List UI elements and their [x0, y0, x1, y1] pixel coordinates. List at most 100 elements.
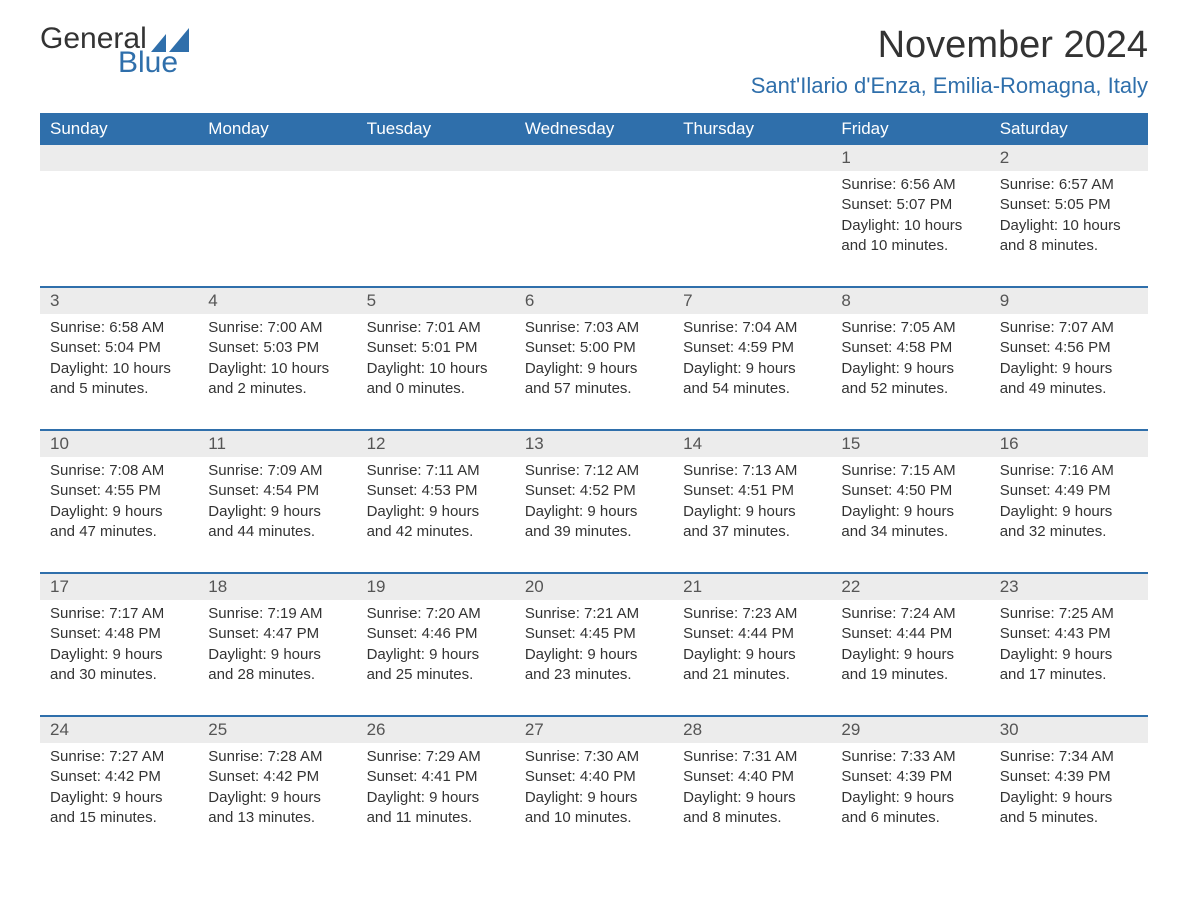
day-daylight2: and 57 minutes.: [525, 379, 663, 399]
day-details: Sunrise: 7:29 AMSunset: 4:41 PMDaylight:…: [357, 743, 515, 858]
day-sunrise: Sunrise: 7:13 AM: [683, 461, 821, 481]
day-sunset: Sunset: 4:40 PM: [525, 767, 663, 787]
day-sunset: Sunset: 4:52 PM: [525, 481, 663, 501]
calendar-week-row: 3Sunrise: 6:58 AMSunset: 5:04 PMDaylight…: [40, 287, 1148, 430]
day-number: 9: [990, 288, 1148, 314]
day-daylight2: and 32 minutes.: [1000, 522, 1138, 542]
day-daylight1: Daylight: 9 hours: [367, 502, 505, 522]
day-daylight1: Daylight: 9 hours: [683, 788, 821, 808]
day-number: 7: [673, 288, 831, 314]
day-daylight2: and 5 minutes.: [1000, 808, 1138, 828]
day-daylight1: Daylight: 9 hours: [841, 645, 979, 665]
calendar-cell: 11Sunrise: 7:09 AMSunset: 4:54 PMDayligh…: [198, 430, 356, 573]
header: General Blue November 2024 Sant'Ilario d…: [40, 24, 1148, 99]
calendar-cell: 24Sunrise: 7:27 AMSunset: 4:42 PMDayligh…: [40, 716, 198, 858]
day-sunrise: Sunrise: 7:17 AM: [50, 604, 188, 624]
day-number: 22: [831, 574, 989, 600]
day-daylight1: Daylight: 9 hours: [1000, 502, 1138, 522]
day-number: 13: [515, 431, 673, 457]
day-sunrise: Sunrise: 7:25 AM: [1000, 604, 1138, 624]
calendar-cell: 26Sunrise: 7:29 AMSunset: 4:41 PMDayligh…: [357, 716, 515, 858]
day-number: 24: [40, 717, 198, 743]
day-sunset: Sunset: 4:50 PM: [841, 481, 979, 501]
day-daylight2: and 23 minutes.: [525, 665, 663, 685]
day-sunrise: Sunrise: 7:30 AM: [525, 747, 663, 767]
day-details: Sunrise: 7:16 AMSunset: 4:49 PMDaylight:…: [990, 457, 1148, 572]
calendar-cell: [357, 145, 515, 287]
calendar-week-row: 1Sunrise: 6:56 AMSunset: 5:07 PMDaylight…: [40, 145, 1148, 287]
day-details: Sunrise: 7:05 AMSunset: 4:58 PMDaylight:…: [831, 314, 989, 429]
day-details: [198, 171, 356, 205]
day-details: Sunrise: 7:20 AMSunset: 4:46 PMDaylight:…: [357, 600, 515, 715]
calendar-cell: 30Sunrise: 7:34 AMSunset: 4:39 PMDayligh…: [990, 716, 1148, 858]
day-details: Sunrise: 7:24 AMSunset: 4:44 PMDaylight:…: [831, 600, 989, 715]
day-number: 27: [515, 717, 673, 743]
day-daylight2: and 2 minutes.: [208, 379, 346, 399]
day-sunset: Sunset: 4:46 PM: [367, 624, 505, 644]
calendar-cell: [198, 145, 356, 287]
day-details: Sunrise: 7:34 AMSunset: 4:39 PMDaylight:…: [990, 743, 1148, 858]
day-daylight2: and 6 minutes.: [841, 808, 979, 828]
calendar-cell: 6Sunrise: 7:03 AMSunset: 5:00 PMDaylight…: [515, 287, 673, 430]
day-details: Sunrise: 7:09 AMSunset: 4:54 PMDaylight:…: [198, 457, 356, 572]
calendar-cell: 7Sunrise: 7:04 AMSunset: 4:59 PMDaylight…: [673, 287, 831, 430]
calendar-cell: 28Sunrise: 7:31 AMSunset: 4:40 PMDayligh…: [673, 716, 831, 858]
day-number: 4: [198, 288, 356, 314]
day-sunset: Sunset: 4:42 PM: [208, 767, 346, 787]
day-daylight1: Daylight: 10 hours: [367, 359, 505, 379]
logo-word-blue: Blue: [118, 48, 191, 78]
calendar-week-row: 17Sunrise: 7:17 AMSunset: 4:48 PMDayligh…: [40, 573, 1148, 716]
calendar-cell: 15Sunrise: 7:15 AMSunset: 4:50 PMDayligh…: [831, 430, 989, 573]
day-daylight2: and 25 minutes.: [367, 665, 505, 685]
day-details: Sunrise: 7:30 AMSunset: 4:40 PMDaylight:…: [515, 743, 673, 858]
day-sunset: Sunset: 4:58 PM: [841, 338, 979, 358]
day-daylight2: and 19 minutes.: [841, 665, 979, 685]
col-header: Wednesday: [515, 113, 673, 145]
day-daylight1: Daylight: 10 hours: [1000, 216, 1138, 236]
calendar-cell: 12Sunrise: 7:11 AMSunset: 4:53 PMDayligh…: [357, 430, 515, 573]
day-number: 23: [990, 574, 1148, 600]
day-daylight1: Daylight: 9 hours: [1000, 359, 1138, 379]
day-daylight2: and 28 minutes.: [208, 665, 346, 685]
day-number: 16: [990, 431, 1148, 457]
day-details: Sunrise: 7:28 AMSunset: 4:42 PMDaylight:…: [198, 743, 356, 858]
day-sunset: Sunset: 4:51 PM: [683, 481, 821, 501]
col-header: Friday: [831, 113, 989, 145]
day-daylight1: Daylight: 9 hours: [841, 359, 979, 379]
day-daylight2: and 10 minutes.: [525, 808, 663, 828]
day-details: Sunrise: 7:04 AMSunset: 4:59 PMDaylight:…: [673, 314, 831, 429]
day-sunset: Sunset: 5:04 PM: [50, 338, 188, 358]
month-title: November 2024: [751, 24, 1148, 67]
day-sunrise: Sunrise: 6:58 AM: [50, 318, 188, 338]
day-details: [357, 171, 515, 205]
day-daylight2: and 44 minutes.: [208, 522, 346, 542]
day-details: Sunrise: 7:31 AMSunset: 4:40 PMDaylight:…: [673, 743, 831, 858]
day-details: Sunrise: 7:12 AMSunset: 4:52 PMDaylight:…: [515, 457, 673, 572]
day-number: 18: [198, 574, 356, 600]
calendar-cell: [515, 145, 673, 287]
day-number: [673, 145, 831, 171]
day-details: Sunrise: 7:03 AMSunset: 5:00 PMDaylight:…: [515, 314, 673, 429]
day-daylight1: Daylight: 10 hours: [208, 359, 346, 379]
day-sunrise: Sunrise: 7:29 AM: [367, 747, 505, 767]
day-number: 12: [357, 431, 515, 457]
calendar-cell: 9Sunrise: 7:07 AMSunset: 4:56 PMDaylight…: [990, 287, 1148, 430]
calendar-cell: 13Sunrise: 7:12 AMSunset: 4:52 PMDayligh…: [515, 430, 673, 573]
day-daylight1: Daylight: 9 hours: [50, 788, 188, 808]
day-sunset: Sunset: 4:42 PM: [50, 767, 188, 787]
day-sunrise: Sunrise: 7:00 AM: [208, 318, 346, 338]
calendar-cell: 2Sunrise: 6:57 AMSunset: 5:05 PMDaylight…: [990, 145, 1148, 287]
day-daylight2: and 0 minutes.: [367, 379, 505, 399]
day-daylight1: Daylight: 9 hours: [208, 788, 346, 808]
day-daylight2: and 42 minutes.: [367, 522, 505, 542]
day-sunrise: Sunrise: 7:23 AM: [683, 604, 821, 624]
day-sunset: Sunset: 4:39 PM: [841, 767, 979, 787]
calendar-cell: 25Sunrise: 7:28 AMSunset: 4:42 PMDayligh…: [198, 716, 356, 858]
calendar-cell: 3Sunrise: 6:58 AMSunset: 5:04 PMDaylight…: [40, 287, 198, 430]
location-subtitle: Sant'Ilario d'Enza, Emilia-Romagna, Ital…: [751, 73, 1148, 99]
day-sunrise: Sunrise: 6:57 AM: [1000, 175, 1138, 195]
day-sunset: Sunset: 4:55 PM: [50, 481, 188, 501]
calendar-cell: [40, 145, 198, 287]
day-daylight2: and 34 minutes.: [841, 522, 979, 542]
day-daylight2: and 11 minutes.: [367, 808, 505, 828]
